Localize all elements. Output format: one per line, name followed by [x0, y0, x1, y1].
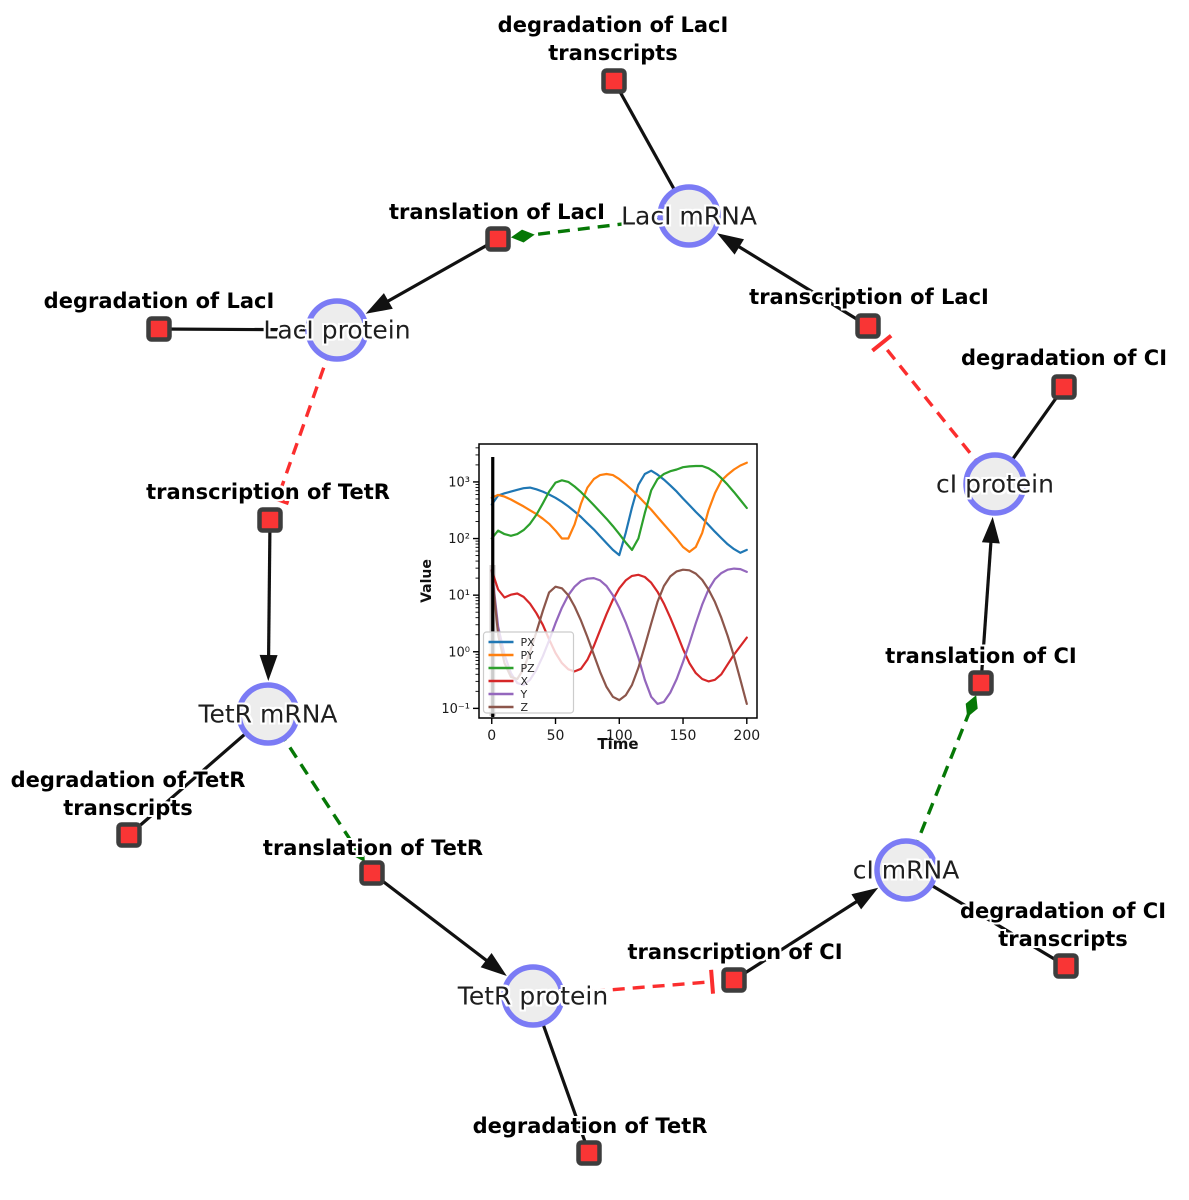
edge-catalysis-tetr-mrna-translation-of-tetr-diamond-icon — [351, 842, 365, 863]
chart-legend-label-X: X — [521, 675, 529, 688]
chart-legend-label-PY: PY — [521, 649, 534, 662]
chart-y-tick-label: 10¹ — [448, 589, 470, 604]
reaction-node-translation-of-tetr[interactable] — [359, 860, 385, 886]
edge-production-tetr-mrna-transcription-of-tetr — [266, 519, 272, 664]
reaction-node-transcription-of-tetr[interactable] — [257, 507, 283, 533]
edge-production-laci-protein-translation-of-laci-arrowhead-icon — [365, 293, 393, 314]
reaction-node-translation-of-ci[interactable] — [968, 670, 994, 696]
species-node-ci-mrna[interactable] — [874, 838, 938, 902]
chart-x-tick-label: 100 — [606, 728, 633, 744]
edge-production-tetr-protein-translation-of-tetr-arrowhead-icon — [480, 953, 507, 976]
edge-inhibition-tetr-protein-transcription-of-ci-tee-icon — [709, 969, 716, 994]
chart-background — [408, 428, 780, 766]
chart-legend-box — [482, 631, 575, 714]
chart-x-tick-label: 50 — [547, 728, 565, 744]
reaction-node-degradation-of-ci-transcripts[interactable] — [1053, 953, 1079, 979]
chart-x-tick-label: 150 — [670, 728, 697, 744]
chart-series-PZ-line — [490, 464, 748, 552]
chart-frame — [478, 443, 758, 719]
reaction-node-transcription-of-ci[interactable] — [721, 967, 747, 993]
reaction-node-degradation-of-tetr[interactable] — [576, 1140, 602, 1166]
chart-series-X-line — [490, 569, 748, 683]
nodes-layer — [116, 68, 1079, 1166]
reaction-node-transcription-of-laci[interactable] — [855, 313, 881, 339]
chart-legend-label-PZ: PZ — [521, 662, 536, 675]
chart-y-tick-label: 10⁻¹ — [441, 702, 470, 717]
chart-legend-label-Z: Z — [521, 701, 529, 714]
chart-series-PX-line — [490, 469, 748, 557]
species-node-tetr-protein[interactable] — [501, 964, 565, 1028]
species-node-ci-protein[interactable] — [963, 452, 1027, 516]
edge-production-tetr-mrna-transcription-of-tetr-arrowhead-icon — [259, 654, 278, 681]
edge-production-laci-mrna-transcription-of-laci-arrowhead-icon — [717, 233, 744, 255]
chart-legend-label-Y: Y — [520, 688, 528, 701]
chart-y-tick-label: 10² — [448, 532, 470, 547]
edge-inhibition-laci-protein-transcription-of-tetr-tee-icon — [265, 493, 290, 506]
reaction-node-translation-of-laci[interactable] — [485, 226, 511, 252]
chart-legend-label-PX: PX — [521, 636, 536, 649]
chart-series-PY-line — [490, 461, 748, 554]
edge-production-ci-protein-translation-of-ci — [979, 534, 994, 684]
chart-y-tick-label: 10³ — [448, 475, 470, 490]
reaction-node-degradation-of-tetr-transcripts[interactable] — [116, 822, 142, 848]
reaction-node-degradation-of-laci-transcripts[interactable] — [601, 68, 627, 94]
edge-inhibition-ci-protein-transcription-of-laci-tee-icon — [871, 334, 893, 353]
species-node-tetr-mrna[interactable] — [236, 682, 300, 746]
chart-y-tick-label: 10⁰ — [448, 645, 470, 660]
chart-x-tick-label: 0 — [487, 728, 496, 744]
species-node-laci-mrna[interactable] — [657, 184, 721, 248]
edge-production-ci-protein-translation-of-ci-arrowhead-icon — [981, 516, 1000, 544]
edge-production-laci-mrna-transcription-of-laci — [731, 241, 869, 328]
edge-catalysis-laci-mrna-translation-of-laci-diamond-icon — [510, 229, 535, 243]
edge-production-laci-protein-translation-of-laci — [380, 237, 499, 307]
chart-x-tick-label: 200 — [733, 728, 760, 744]
reaction-node-degradation-of-laci[interactable] — [146, 316, 172, 342]
species-node-laci-protein[interactable] — [305, 298, 369, 362]
edge-catalysis-ci-mrna-translation-of-ci-diamond-icon — [965, 695, 978, 718]
edge-production-tetr-protein-translation-of-tetr — [371, 871, 494, 967]
edge-production-ci-mrna-transcription-of-ci-arrowhead-icon — [851, 887, 879, 910]
reaction-node-degradation-of-ci[interactable] — [1051, 374, 1077, 400]
edge-production-ci-mrna-transcription-of-ci — [733, 896, 864, 982]
